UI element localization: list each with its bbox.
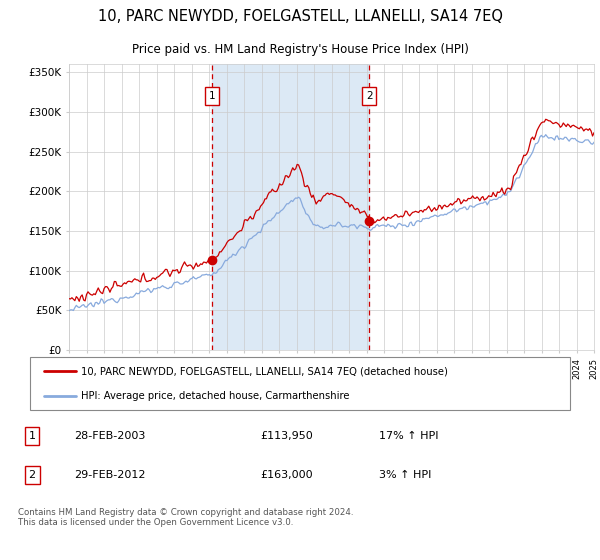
Text: 3% ↑ HPI: 3% ↑ HPI bbox=[379, 470, 431, 480]
Bar bbox=[212, 64, 369, 350]
Text: HPI: Average price, detached house, Carmarthenshire: HPI: Average price, detached house, Carm… bbox=[82, 390, 350, 400]
FancyBboxPatch shape bbox=[30, 357, 570, 410]
Text: 2: 2 bbox=[29, 470, 35, 480]
Text: 2: 2 bbox=[366, 91, 373, 101]
Text: 10, PARC NEWYDD, FOELGASTELL, LLANELLI, SA14 7EQ (detached house): 10, PARC NEWYDD, FOELGASTELL, LLANELLI, … bbox=[82, 366, 448, 376]
Text: Price paid vs. HM Land Registry's House Price Index (HPI): Price paid vs. HM Land Registry's House … bbox=[131, 43, 469, 56]
Text: £113,950: £113,950 bbox=[260, 431, 313, 441]
Text: 10, PARC NEWYDD, FOELGASTELL, LLANELLI, SA14 7EQ: 10, PARC NEWYDD, FOELGASTELL, LLANELLI, … bbox=[97, 10, 503, 24]
Text: 28-FEB-2003: 28-FEB-2003 bbox=[74, 431, 146, 441]
Text: 29-FEB-2012: 29-FEB-2012 bbox=[74, 470, 146, 480]
Text: £163,000: £163,000 bbox=[260, 470, 313, 480]
Text: 1: 1 bbox=[29, 431, 35, 441]
Text: 17% ↑ HPI: 17% ↑ HPI bbox=[379, 431, 439, 441]
Text: Contains HM Land Registry data © Crown copyright and database right 2024.
This d: Contains HM Land Registry data © Crown c… bbox=[18, 507, 353, 527]
Text: 1: 1 bbox=[208, 91, 215, 101]
